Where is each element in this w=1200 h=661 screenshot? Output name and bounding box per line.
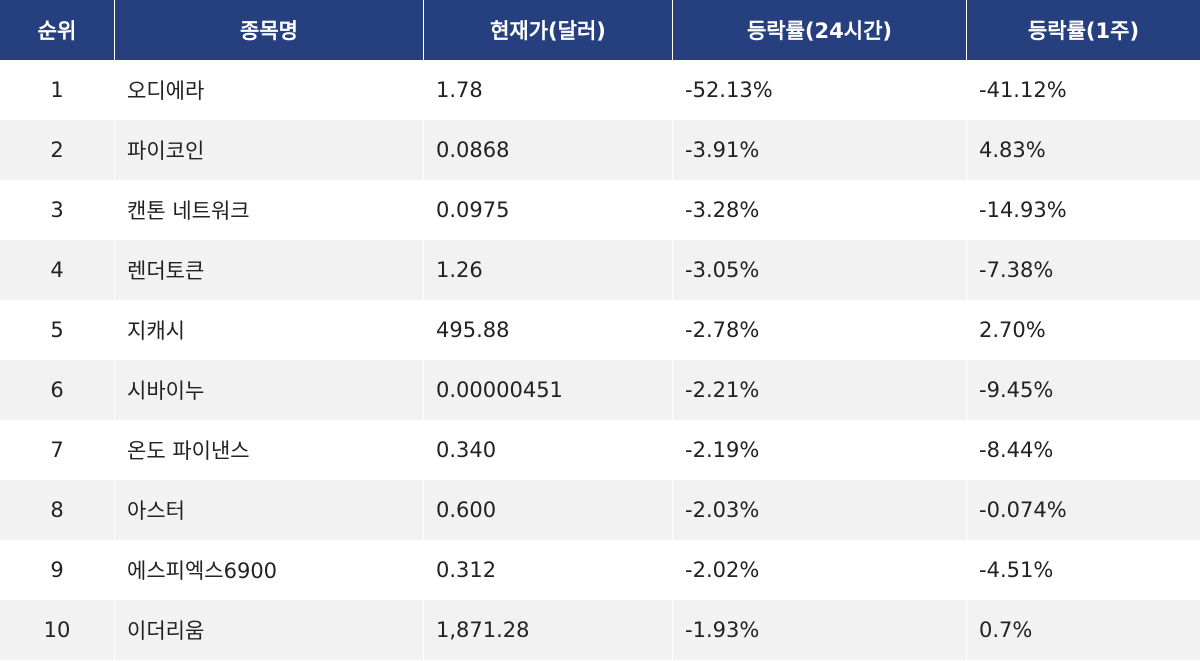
table-row: 1 오디에라 1.78 -52.13% -41.12%: [0, 60, 1200, 120]
table-body: 1 오디에라 1.78 -52.13% -41.12% 2 파이코인 0.086…: [0, 60, 1200, 660]
rank-cell: 8: [0, 480, 114, 540]
price-cell: 0.0975: [423, 180, 672, 240]
change-24h-cell: -3.05%: [672, 240, 966, 300]
price-cell: 1,871.28: [423, 600, 672, 660]
rank-cell: 4: [0, 240, 114, 300]
header-change-1w: 등락률(1주): [966, 0, 1200, 60]
change-24h-cell: -2.03%: [672, 480, 966, 540]
price-cell: 0.600: [423, 480, 672, 540]
header-row: 순위 종목명 현재가(달러) 등락률(24시간) 등락률(1주): [0, 0, 1200, 60]
price-cell: 0.340: [423, 420, 672, 480]
price-cell: 0.0868: [423, 120, 672, 180]
change-1w-cell: -4.51%: [966, 540, 1200, 600]
rank-cell: 2: [0, 120, 114, 180]
change-1w-cell: 2.70%: [966, 300, 1200, 360]
header-change-24h: 등락률(24시간): [672, 0, 966, 60]
table-row: 5 지캐시 495.88 -2.78% 2.70%: [0, 300, 1200, 360]
table-row: 10 이더리움 1,871.28 -1.93% 0.7%: [0, 600, 1200, 660]
change-1w-cell: -9.45%: [966, 360, 1200, 420]
name-cell: 렌더토큰: [114, 240, 423, 300]
table-row: 4 렌더토큰 1.26 -3.05% -7.38%: [0, 240, 1200, 300]
change-1w-cell: -41.12%: [966, 60, 1200, 120]
header-name: 종목명: [114, 0, 423, 60]
price-cell: 0.312: [423, 540, 672, 600]
rank-cell: 6: [0, 360, 114, 420]
table-header: 순위 종목명 현재가(달러) 등락률(24시간) 등락률(1주): [0, 0, 1200, 60]
change-24h-cell: -3.28%: [672, 180, 966, 240]
name-cell: 오디에라: [114, 60, 423, 120]
change-24h-cell: -52.13%: [672, 60, 966, 120]
rank-cell: 3: [0, 180, 114, 240]
name-cell: 온도 파이낸스: [114, 420, 423, 480]
change-24h-cell: -2.78%: [672, 300, 966, 360]
name-cell: 파이코인: [114, 120, 423, 180]
table-row: 9 에스피엑스6900 0.312 -2.02% -4.51%: [0, 540, 1200, 600]
price-cell: 495.88: [423, 300, 672, 360]
rank-cell: 10: [0, 600, 114, 660]
change-1w-cell: 4.83%: [966, 120, 1200, 180]
price-cell: 1.26: [423, 240, 672, 300]
rank-cell: 5: [0, 300, 114, 360]
rank-cell: 1: [0, 60, 114, 120]
price-cell: 1.78: [423, 60, 672, 120]
name-cell: 시바이누: [114, 360, 423, 420]
change-1w-cell: -14.93%: [966, 180, 1200, 240]
change-1w-cell: -8.44%: [966, 420, 1200, 480]
table-row: 2 파이코인 0.0868 -3.91% 4.83%: [0, 120, 1200, 180]
change-1w-cell: -0.074%: [966, 480, 1200, 540]
change-1w-cell: -7.38%: [966, 240, 1200, 300]
name-cell: 지캐시: [114, 300, 423, 360]
change-24h-cell: -3.91%: [672, 120, 966, 180]
change-24h-cell: -2.19%: [672, 420, 966, 480]
header-rank: 순위: [0, 0, 114, 60]
change-1w-cell: 0.7%: [966, 600, 1200, 660]
table-row: 6 시바이누 0.00000451 -2.21% -9.45%: [0, 360, 1200, 420]
name-cell: 아스터: [114, 480, 423, 540]
rank-cell: 7: [0, 420, 114, 480]
table-row: 3 캔톤 네트워크 0.0975 -3.28% -14.93%: [0, 180, 1200, 240]
table-row: 7 온도 파이낸스 0.340 -2.19% -8.44%: [0, 420, 1200, 480]
rank-cell: 9: [0, 540, 114, 600]
change-24h-cell: -2.21%: [672, 360, 966, 420]
name-cell: 에스피엑스6900: [114, 540, 423, 600]
name-cell: 캔톤 네트워크: [114, 180, 423, 240]
change-24h-cell: -1.93%: [672, 600, 966, 660]
header-price: 현재가(달러): [423, 0, 672, 60]
price-cell: 0.00000451: [423, 360, 672, 420]
table-row: 8 아스터 0.600 -2.03% -0.074%: [0, 480, 1200, 540]
change-24h-cell: -2.02%: [672, 540, 966, 600]
name-cell: 이더리움: [114, 600, 423, 660]
